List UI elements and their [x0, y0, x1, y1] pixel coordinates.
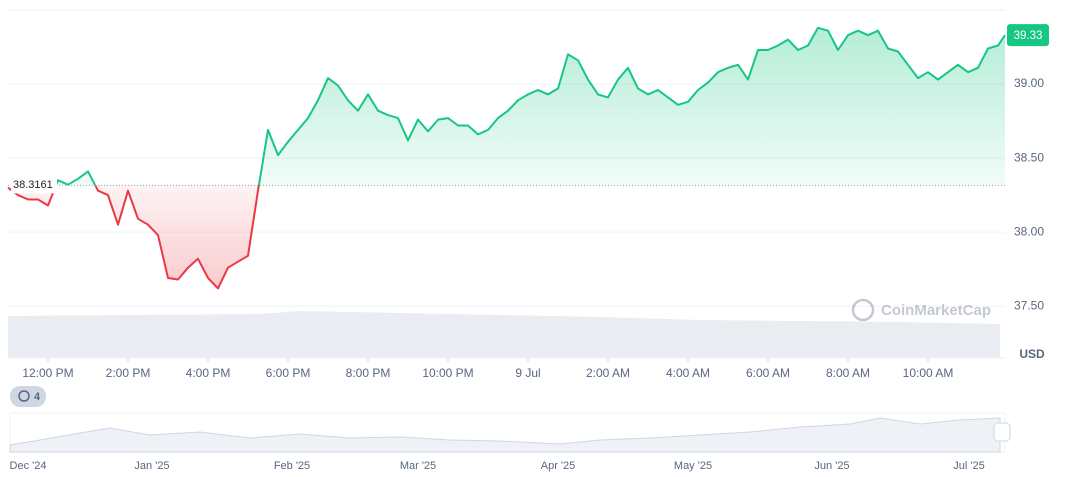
currency-label: USD: [1019, 347, 1045, 361]
last-price-tag: [1007, 24, 1049, 47]
navigator-labels: Dec '24 Jan '25 Feb '25 Mar '25 Apr '25 May '…: [10, 460, 985, 472]
baseline-label: 38.3161: [13, 179, 53, 191]
x-tick-label: 2:00 AM: [586, 366, 630, 380]
history-icon: [18, 390, 30, 402]
navigator-label: Dec '24: [10, 460, 47, 472]
x-tick-label: 2:00 PM: [106, 366, 151, 380]
volume-area: [8, 311, 1000, 358]
y-tick-label: 37.50: [1014, 298, 1044, 312]
watermark-logo: [851, 298, 875, 322]
navigator-label: Apr '25: [541, 460, 576, 472]
y-tick-label: 38.00: [1014, 224, 1044, 238]
price-line: [7, 26, 1006, 290]
baseline-label-bg: [11, 177, 57, 194]
x-tick-label: 8:00 PM: [346, 366, 391, 380]
x-tick-label: 10:00 AM: [903, 366, 954, 380]
watermark-text: CoinMarketCap: [881, 302, 991, 319]
navigator-label: Feb '25: [274, 460, 310, 472]
navigator-label: Jul '25: [953, 460, 984, 472]
plot: 38.3161: [7, 9, 1006, 362]
navigator-label: Jan '25: [134, 460, 169, 472]
navigator-label: Jun '25: [814, 460, 849, 472]
y-tick-label: 38.50: [1014, 150, 1044, 164]
history-count: 4: [34, 391, 41, 403]
y-tick-label: 39.00: [1014, 76, 1044, 90]
history-badge[interactable]: [10, 386, 46, 407]
x-tick-label: 12:00 PM: [22, 366, 73, 380]
price-area: [8, 27, 1005, 289]
x-tick-label: 10:00 PM: [422, 366, 473, 380]
x-tick-label: 4:00 AM: [666, 366, 710, 380]
last-price-label: 39.33: [1014, 30, 1043, 42]
navigator-handle[interactable]: [993, 422, 1011, 442]
x-tick-label: 9 Jul: [515, 366, 540, 380]
x-tick-label: 6:00 AM: [746, 366, 790, 380]
navigator-area: [9, 417, 1001, 453]
x-tick-label: 4:00 PM: [186, 366, 231, 380]
navigator-label: Mar '25: [400, 460, 436, 472]
navigator-label: May '25: [674, 460, 712, 472]
x-tick-label: 8:00 AM: [826, 366, 870, 380]
watermark: CoinMarketCap: [851, 298, 991, 322]
x-tick-label: 6:00 PM: [266, 366, 311, 380]
